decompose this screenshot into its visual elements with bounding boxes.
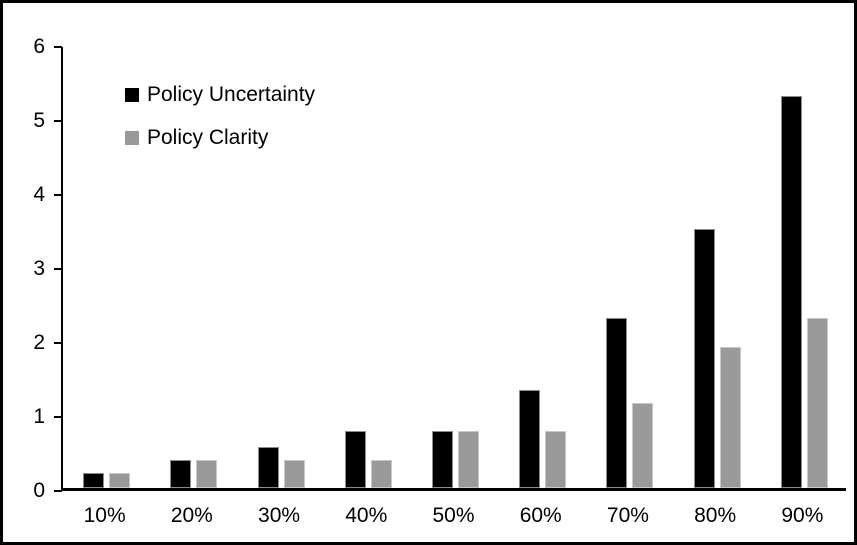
bar-policy-clarity-70% xyxy=(632,402,654,488)
bar-group-60% xyxy=(499,47,586,488)
y-axis-tick-label: 0 xyxy=(33,479,45,502)
y-axis-tick xyxy=(54,194,62,196)
bar-group-30% xyxy=(237,47,324,488)
legend-item-policy-clarity: Policy Clarity xyxy=(125,126,315,149)
bar-group-80% xyxy=(674,47,761,488)
bar-policy-uncertainty-90% xyxy=(780,95,802,488)
bar-policy-clarity-50% xyxy=(457,431,479,488)
x-axis-labels: 10% 20% 30% 40% 50% 60% 70% 80% 90% xyxy=(61,504,846,528)
x-axis-tick-label: 80% xyxy=(694,504,737,527)
y-axis-tick-label: 1 xyxy=(33,405,45,428)
bar-group-40% xyxy=(325,47,412,488)
x-axis-tick-label: 30% xyxy=(258,504,301,527)
bar-policy-clarity-60% xyxy=(545,431,567,488)
policy-clarity-swatch-icon xyxy=(125,131,139,145)
y-axis-tick xyxy=(54,490,62,492)
bar-group-10% xyxy=(63,47,150,488)
y-axis-tick-label: 5 xyxy=(33,109,45,132)
bar-policy-uncertainty-50% xyxy=(431,431,453,488)
x-axis-tick-label: 50% xyxy=(432,504,475,527)
bar-group-90% xyxy=(761,47,848,488)
y-axis-tick-label: 6 xyxy=(33,35,45,58)
x-axis-tick-label: 10% xyxy=(83,504,126,527)
bar-policy-clarity-80% xyxy=(719,347,741,488)
y-axis-tick xyxy=(54,120,62,122)
bar-policy-uncertainty-20% xyxy=(170,459,192,488)
legend-item-policy-uncertainty: Policy Uncertainty xyxy=(125,83,316,106)
y-axis-tick xyxy=(54,268,62,270)
legend-label-policy-clarity: Policy Clarity xyxy=(147,126,269,149)
x-axis-tick-label: 70% xyxy=(606,504,649,527)
y-axis-tick xyxy=(54,342,62,344)
y-axis-tick xyxy=(54,46,62,48)
legend: Policy Uncertainty Policy Clarity xyxy=(125,83,316,171)
y-axis-tick-label: 2 xyxy=(33,331,45,354)
y-axis-tick-label: 4 xyxy=(33,183,45,206)
legend-label-policy-uncertainty: Policy Uncertainty xyxy=(147,83,316,106)
x-axis-tick-label: 60% xyxy=(519,504,562,527)
bar-policy-clarity-90% xyxy=(806,317,828,488)
bar-policy-uncertainty-60% xyxy=(519,389,541,488)
x-axis-tick-label: 20% xyxy=(170,504,213,527)
y-axis-tick-label: 3 xyxy=(33,257,45,280)
policy-uncertainty-swatch-icon xyxy=(125,88,139,102)
bar-policy-uncertainty-40% xyxy=(344,431,366,488)
bar-policy-uncertainty-70% xyxy=(606,317,628,488)
bar-policy-clarity-40% xyxy=(370,459,392,488)
bar-policy-uncertainty-80% xyxy=(693,229,715,488)
x-axis-tick-label: 90% xyxy=(781,504,824,527)
bar-policy-clarity-20% xyxy=(196,459,218,488)
bar-group-50% xyxy=(412,47,499,488)
bar-policy-uncertainty-10% xyxy=(83,473,105,488)
bar-policy-clarity-10% xyxy=(109,473,131,488)
y-axis-tick xyxy=(54,416,62,418)
bar-policy-uncertainty-30% xyxy=(257,447,279,488)
bar-group-70% xyxy=(586,47,673,488)
bar-policy-clarity-30% xyxy=(283,459,305,488)
plot-area: Policy Uncertainty Policy Clarity 0 1 2 3 4 5… xyxy=(33,35,848,502)
bar-group-20% xyxy=(150,47,237,488)
x-axis-tick-label: 40% xyxy=(345,504,388,527)
